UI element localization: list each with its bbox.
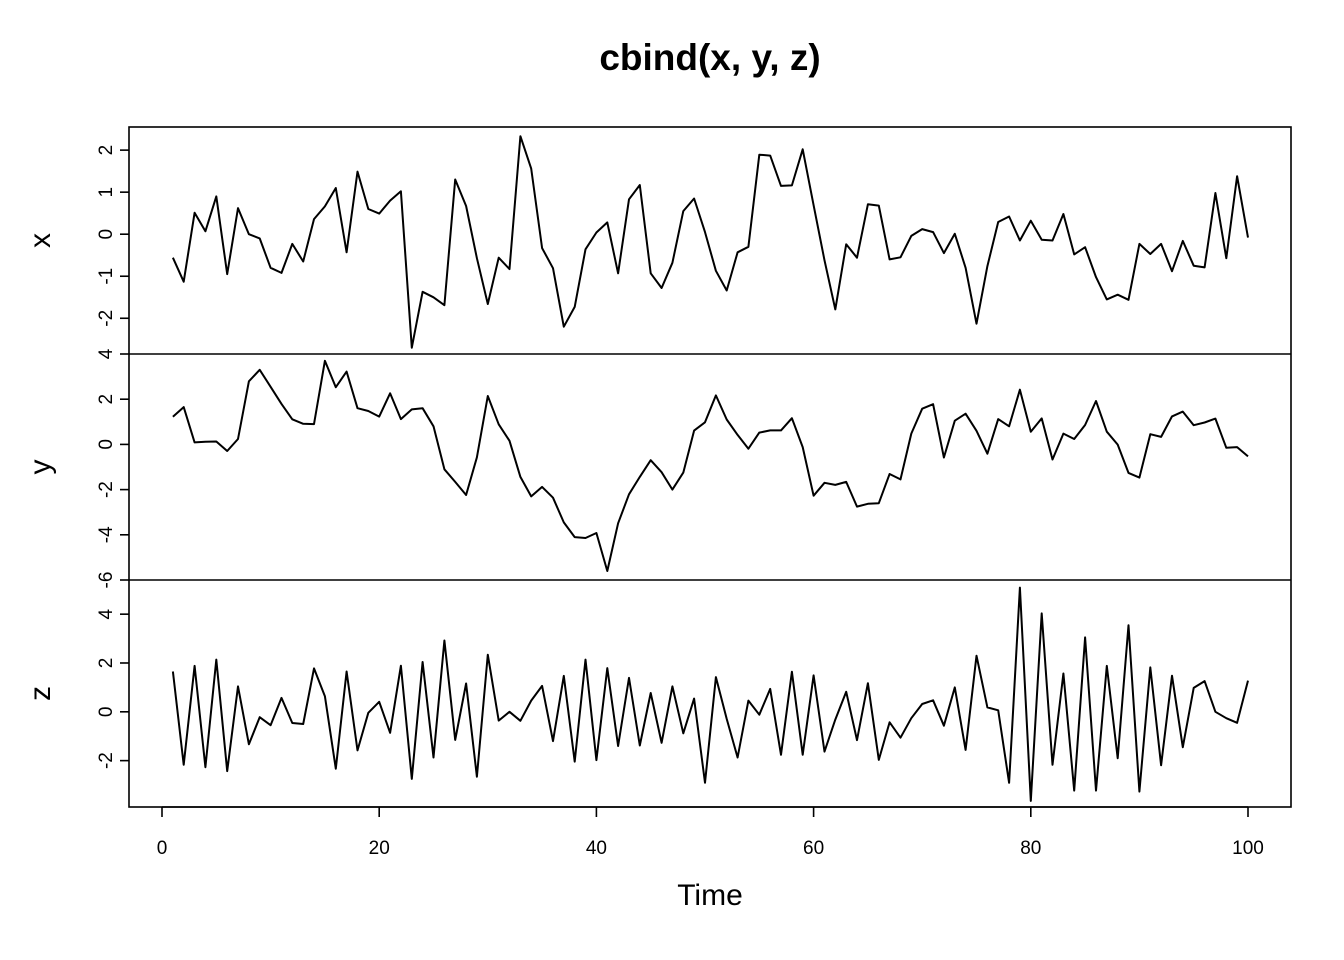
- y-tick-label: -2: [96, 310, 117, 327]
- y-tick-label: 0: [96, 707, 117, 718]
- y-tick-label: -6: [96, 572, 117, 589]
- x-tick-label: 60: [803, 838, 824, 859]
- chart-title: cbind(x, y, z): [599, 37, 820, 78]
- x-tick-label: 20: [369, 838, 390, 859]
- y-tick-label: 2: [96, 145, 117, 156]
- x-tick-label: 40: [586, 838, 607, 859]
- y-tick-label: -2: [96, 752, 117, 769]
- y-tick-label: 0: [96, 229, 117, 240]
- x-tick-label: 0: [157, 838, 168, 859]
- series-line-z: [171, 586, 1249, 802]
- y-tick-label: 2: [96, 394, 117, 405]
- y-tick-label: 0: [96, 439, 117, 450]
- y-tick-label: 4: [96, 348, 117, 359]
- y-tick-label: -2: [96, 481, 117, 498]
- y-tick-label: -4: [96, 526, 117, 543]
- panel-z: -2 0 2 4 z: [24, 579, 1291, 802]
- panels-group: -2 -1 0 1 2 x -6 -4 -2 0 2 4 y -2 0 2 4 z: [24, 135, 1291, 802]
- series-line-y: [172, 359, 1249, 572]
- x-tick-label: 80: [1020, 838, 1041, 859]
- y-tick-label: 4: [96, 608, 117, 619]
- x-tick-label: 100: [1232, 838, 1264, 859]
- panel-x: -2 -1 0 1 2 x: [24, 135, 1249, 349]
- x-axis: 0 20 40 60 80 100: [157, 806, 1264, 859]
- y-axis-label-x: x: [24, 233, 57, 248]
- plot-frame: [128, 126, 1292, 808]
- y-tick-label: 1: [96, 187, 117, 198]
- y-axis-label-z: z: [24, 686, 57, 701]
- series-line-x: [171, 135, 1249, 349]
- y-tick-label: 2: [96, 658, 117, 669]
- y-tick-label: -1: [96, 268, 117, 285]
- x-axis-label: Time: [677, 879, 743, 912]
- panel-y: -6 -4 -2 0 2 4 y: [24, 348, 1291, 588]
- y-axis-label-y: y: [24, 460, 57, 475]
